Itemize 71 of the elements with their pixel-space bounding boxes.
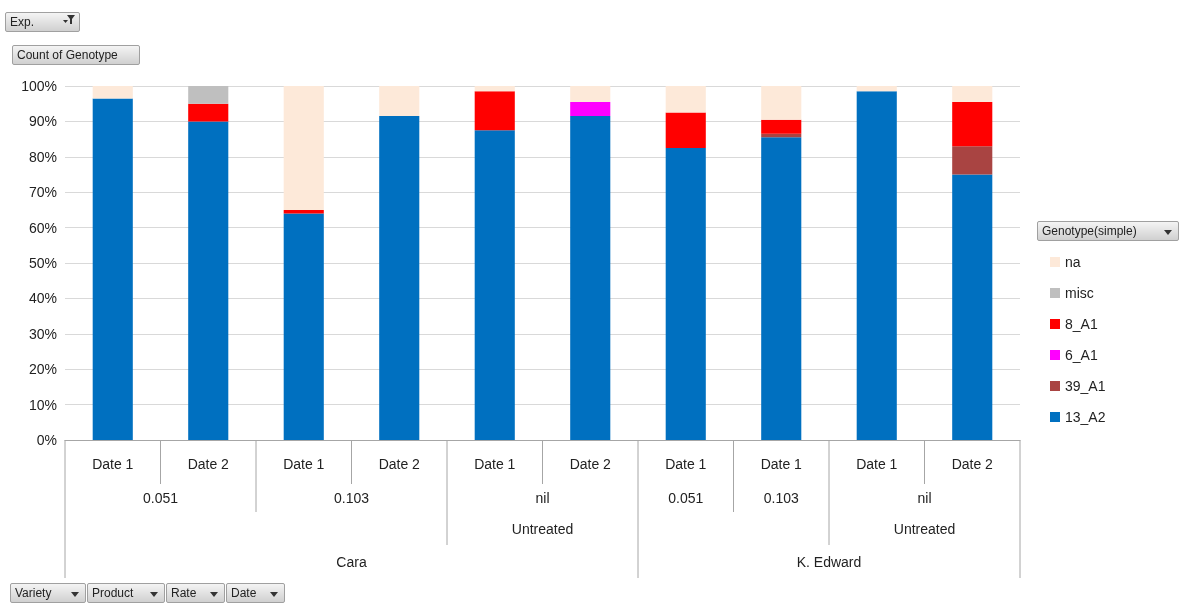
x-tick-label: Date 1 — [665, 456, 707, 472]
bar — [188, 86, 229, 104]
legend-label: 39_A1 — [1065, 378, 1106, 394]
bar — [188, 121, 229, 440]
bar — [856, 86, 897, 92]
text: nil — [917, 490, 932, 506]
bar — [379, 86, 420, 117]
field-button: Rate — [166, 583, 225, 603]
text: 0.051 — [142, 490, 179, 506]
field-button: Product — [87, 583, 165, 603]
bar — [952, 101, 993, 147]
bar — [665, 147, 706, 440]
text: 0.103 — [763, 490, 799, 506]
bar — [665, 112, 706, 148]
y-tick-label: 70% — [28, 184, 57, 201]
legend-label: na — [1065, 254, 1081, 270]
y-tick-label: 60% — [28, 219, 57, 236]
bar — [92, 98, 133, 440]
y-tick-label: 20% — [28, 361, 57, 378]
x-tick-label: Date 1 — [760, 456, 803, 472]
y-tick-label: 40% — [28, 290, 57, 307]
bar — [379, 116, 420, 440]
y-tick-label: 100% — [21, 78, 57, 94]
bar — [188, 103, 229, 122]
x-tick-label: Date 2 — [187, 456, 230, 472]
bar — [665, 86, 706, 113]
y-tick-label: 0% — [36, 432, 57, 448]
bar — [474, 130, 515, 440]
text: 0.103 — [333, 490, 370, 506]
text: Untreated — [893, 520, 956, 537]
y-tick-label: 50% — [28, 255, 57, 271]
field-button: Genotype(simple) — [1037, 221, 1179, 241]
x-tick-label: Date 2 — [569, 456, 612, 472]
bar — [283, 213, 324, 440]
bar — [952, 174, 993, 440]
bar — [952, 86, 993, 102]
bar — [761, 119, 802, 134]
bar — [761, 137, 802, 440]
x-tick-label: Date 1 — [474, 456, 516, 472]
field-button: Exp. — [5, 12, 80, 32]
legend-label: 13_A2 — [1065, 409, 1106, 425]
bar — [761, 86, 802, 120]
field-button: Count of Genotype — [12, 45, 140, 65]
text: 0.051 — [668, 490, 704, 506]
bar — [570, 86, 611, 102]
bar — [283, 86, 324, 210]
x-tick-label: Date 1 — [92, 456, 134, 472]
bar — [92, 86, 133, 99]
text: Untreated — [511, 520, 574, 537]
y-tick-label: 10% — [28, 396, 57, 413]
x-tick-label: Date 2 — [951, 456, 994, 472]
bar — [570, 101, 611, 117]
field-button: Variety — [10, 583, 86, 603]
legend-label: 8_A1 — [1065, 316, 1098, 332]
bar — [570, 116, 611, 440]
x-tick-label: Date 1 — [283, 456, 325, 472]
x-tick-label: Date 2 — [378, 456, 421, 472]
bar — [474, 86, 515, 92]
bar — [856, 91, 897, 440]
text: nil — [535, 490, 550, 506]
text: Cara — [336, 553, 367, 570]
bar — [474, 91, 515, 131]
y-tick-label: 30% — [28, 325, 57, 342]
field-button: Date — [226, 583, 285, 603]
y-tick-label: 80% — [28, 148, 57, 165]
x-tick-label: Date 1 — [856, 456, 898, 472]
y-tick-label: 90% — [28, 113, 57, 130]
bar — [952, 146, 993, 175]
legend-label: 6_A1 — [1065, 347, 1098, 363]
text: K. Edward — [796, 553, 862, 570]
legend-label: misc — [1065, 285, 1094, 301]
